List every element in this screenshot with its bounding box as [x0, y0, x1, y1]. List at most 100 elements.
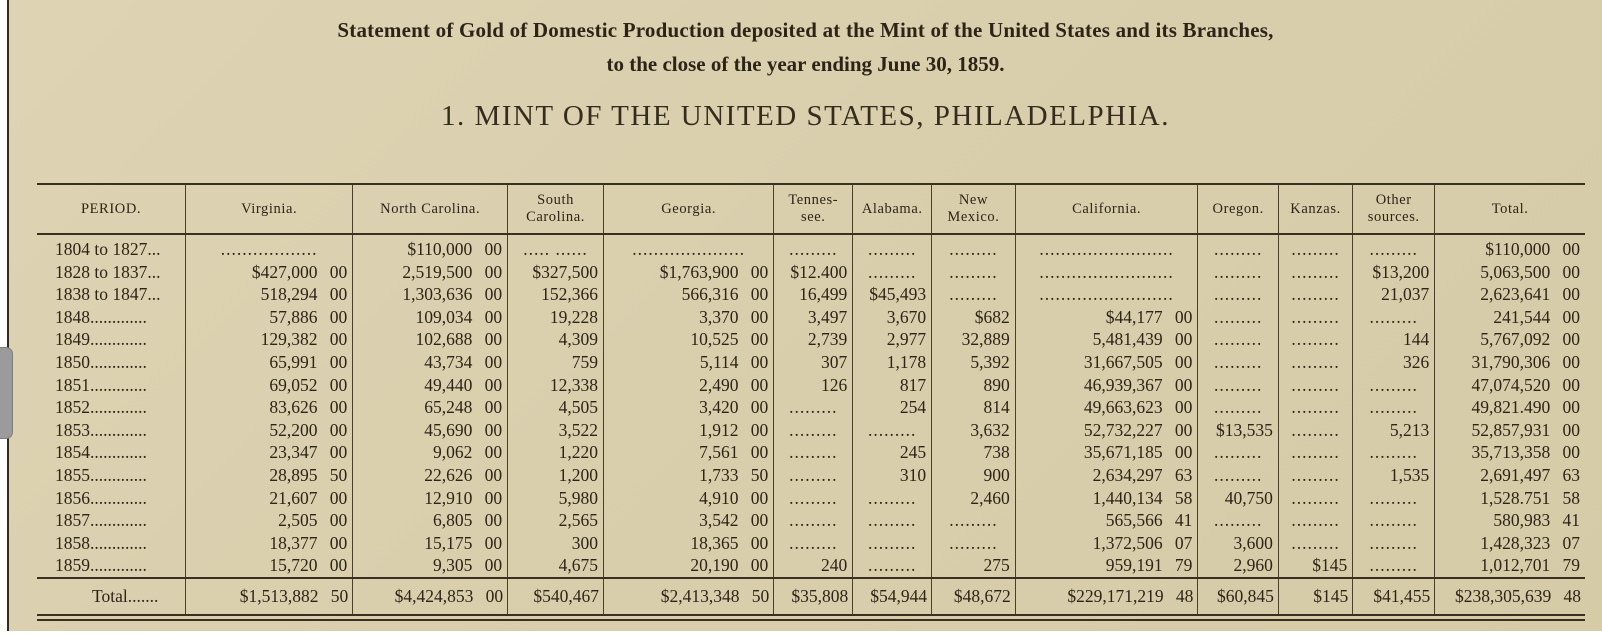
value-cell: .........: [1197, 350, 1279, 374]
value-cell: 738: [931, 441, 1016, 464]
value-cell: 5,767,092 00: [1434, 328, 1585, 351]
column-header: Kanzas.: [1277, 184, 1353, 235]
value-cell: 1,912 00: [603, 418, 774, 442]
value-cell: .........: [773, 396, 853, 419]
value-cell: 15,720 00: [185, 554, 353, 578]
value-cell: $145: [1277, 554, 1353, 578]
value-cell: 2,565: [507, 509, 604, 532]
period-cell: 1851.............: [55, 374, 147, 395]
value-cell: 43,734 00: [352, 350, 508, 374]
value-cell: .........: [1277, 486, 1353, 510]
value-cell: .........: [1277, 234, 1353, 261]
value-cell: 57,886 00: [185, 305, 353, 329]
column-header: California.: [1014, 184, 1198, 235]
value-cell: .........: [1277, 531, 1353, 555]
total-value-cell: $54,944: [852, 576, 932, 622]
value-cell: $13,535: [1197, 418, 1279, 442]
value-cell: 959,191 79: [1014, 554, 1198, 578]
value-cell: .........: [852, 418, 932, 442]
value-cell: 52,732,227 00: [1014, 418, 1198, 442]
value-cell: .........: [1197, 305, 1279, 329]
value-cell: 307: [773, 350, 853, 374]
table-footer: Total....... $1,513,882 50 $4,424,853 00 $5…: [37, 576, 1585, 622]
value-cell: 45,690 00: [352, 418, 508, 442]
column-header: Total.: [1434, 184, 1585, 235]
value-cell: 31,790,306 00: [1434, 350, 1585, 374]
table-row: 1851............. 69,052 00 49,440 00 12,33…: [37, 373, 1585, 397]
value-cell: 18,365 00: [603, 531, 774, 555]
value-cell: 518,294 00: [185, 283, 353, 306]
value-cell: .........: [1197, 260, 1279, 284]
value-cell: 49,440 00: [352, 373, 508, 397]
table-row: 1853............. 52,200 00 45,690 00 3,522…: [37, 418, 1585, 442]
value-cell: 2,691,497 63: [1434, 463, 1585, 487]
value-cell: 5,114 00: [603, 350, 774, 374]
value-cell: 152,366: [507, 283, 604, 306]
table-row: 1804 to 1827..................... $110,00…: [37, 234, 1585, 261]
value-cell: .........: [773, 463, 853, 487]
period-cell: 1852.............: [55, 397, 147, 418]
value-cell: 109,034 00: [352, 305, 508, 329]
value-cell: .........: [773, 509, 853, 532]
value-cell: 65,248 00: [352, 396, 508, 419]
value-cell: 245: [852, 441, 932, 464]
value-cell: 1,733 50: [603, 463, 774, 487]
table-row: 1850............. 65,991 00 43,734 00 759 5,…: [37, 350, 1585, 374]
value-cell: 4,505: [507, 396, 604, 419]
value-cell: 4,309: [507, 328, 604, 351]
value-cell: 5,063,500 00: [1434, 260, 1585, 284]
value-cell: .........: [1352, 396, 1435, 419]
value-cell: 275: [931, 554, 1016, 578]
value-cell: 2,490 00: [603, 373, 774, 397]
table-row: 1855............. 28,895 50 22,626 00 1,200…: [37, 463, 1585, 487]
total-value-cell: $41,455: [1352, 576, 1435, 622]
value-cell: .........: [931, 531, 1016, 555]
table-row: 1828 to 1837... $427,000 00 2,519,500 00 $3…: [37, 260, 1585, 284]
value-cell: 2,739: [773, 328, 853, 351]
value-cell: 21,037: [1352, 283, 1435, 306]
value-cell: 2,977: [852, 328, 932, 351]
value-cell: 129,382 00: [185, 328, 353, 351]
value-cell: 3,670: [852, 305, 932, 329]
value-cell: 47,074,520 00: [1434, 373, 1585, 397]
value-cell: .........................: [1014, 283, 1198, 306]
period-cell: 1848.............: [55, 306, 147, 327]
value-cell: .........: [1352, 373, 1435, 397]
total-value-cell: $229,171,219 48: [1014, 576, 1198, 622]
value-cell: 9,305 00: [352, 554, 508, 578]
value-cell: 565,566 41: [1014, 509, 1198, 532]
period-cell: 1838 to 1847...: [55, 284, 161, 305]
value-cell: 40,750: [1197, 486, 1279, 510]
value-cell: .........: [931, 509, 1016, 532]
value-cell: 12,338: [507, 373, 604, 397]
value-cell: $110,000 00: [352, 234, 508, 261]
value-cell: 3,370 00: [603, 305, 774, 329]
value-cell: .........: [1352, 531, 1435, 555]
value-cell: .........: [852, 234, 932, 261]
column-header: Georgia.: [603, 184, 774, 235]
value-cell: 1,012,701 79: [1434, 554, 1585, 578]
value-cell: 300: [507, 531, 604, 555]
value-cell: $12.400: [773, 260, 853, 284]
value-cell: .........: [1197, 234, 1279, 261]
column-header: South Carolina.: [507, 184, 604, 235]
value-cell: 6,805 00: [352, 509, 508, 532]
period-cell: 1855.............: [55, 464, 147, 485]
left-edge-tab[interactable]: [0, 347, 13, 439]
value-cell: 49,663,623 00: [1014, 396, 1198, 419]
value-cell: 35,671,185 00: [1014, 441, 1198, 464]
value-cell: .........: [1352, 441, 1435, 464]
document-title-line2: to the close of the year ending June 30,…: [606, 52, 1005, 76]
statement-table: PERIOD. Virginia. North Carolina. South Car…: [37, 183, 1585, 622]
value-cell: .........: [1352, 509, 1435, 532]
table-row: 1857............. 2,505 00 6,805 00 2,565 3,…: [37, 509, 1585, 532]
value-cell: .........................: [1014, 234, 1198, 261]
document-title-line1: Statement of Gold of Domestic Production…: [337, 18, 1274, 42]
value-cell: .........: [1197, 396, 1279, 419]
value-cell: 1,428,323 07: [1434, 531, 1585, 555]
value-cell: 3,542 00: [603, 509, 774, 532]
value-cell: .........: [773, 486, 853, 510]
value-cell: 46,939,367 00: [1014, 373, 1198, 397]
value-cell: 18,377 00: [185, 531, 353, 555]
value-cell: 5,481,439 00: [1014, 328, 1198, 351]
